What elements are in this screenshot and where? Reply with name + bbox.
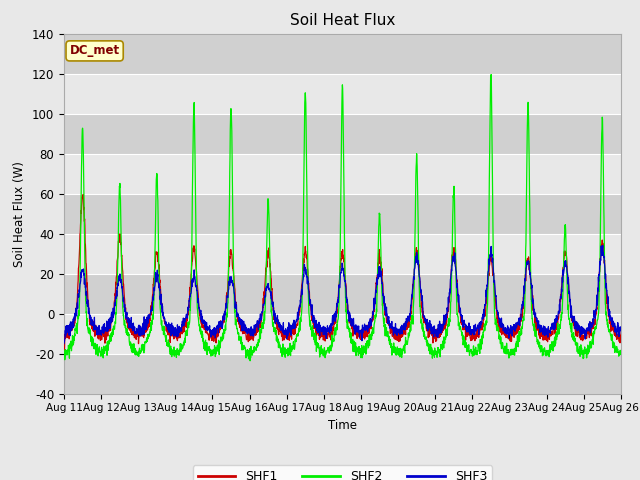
Title: Soil Heat Flux: Soil Heat Flux: [290, 13, 395, 28]
Bar: [64, 354, 621, 394]
Bar: [64, 234, 621, 274]
Bar: [64, 313, 621, 354]
Bar: [64, 34, 621, 73]
X-axis label: Time: Time: [328, 419, 357, 432]
Bar: [64, 154, 621, 193]
Bar: [64, 114, 621, 154]
Text: DC_met: DC_met: [70, 44, 120, 58]
Legend: SHF1, SHF2, SHF3: SHF1, SHF2, SHF3: [193, 465, 492, 480]
Bar: [64, 73, 621, 114]
Bar: [64, 274, 621, 313]
Y-axis label: Soil Heat Flux (W): Soil Heat Flux (W): [13, 161, 26, 266]
Bar: [64, 193, 621, 234]
